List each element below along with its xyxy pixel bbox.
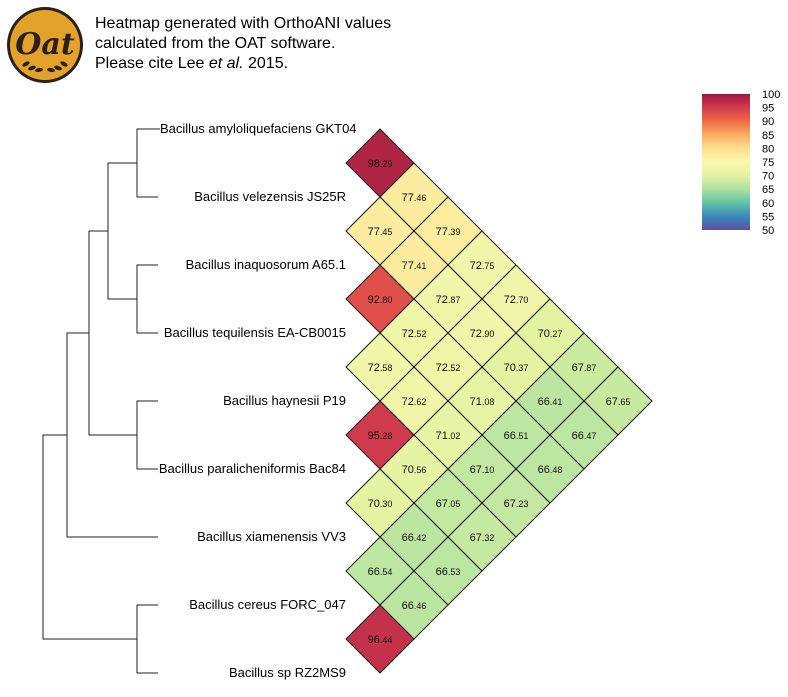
heatmap-cell-value: 77.39	[436, 226, 461, 238]
caption: Heatmap generated with OrthoANI values c…	[95, 14, 391, 74]
color-scale-tick-label: 60	[762, 198, 774, 210]
heatmap-cell-diamond	[345, 604, 415, 674]
tree-branch	[136, 604, 158, 674]
taxon-label: Bacillus tequilensis EA-CB0015	[164, 325, 346, 340]
heatmap-cell-value: 70.56	[402, 464, 427, 476]
heatmap-cell-value: 66.47	[572, 430, 597, 442]
taxon-label: Bacillus amyloliquefaciens GKT04	[160, 121, 357, 136]
tree-branch	[136, 400, 158, 470]
heatmap-cell: 96.44	[345, 604, 415, 674]
oat-logo-icon: Oat	[7, 7, 83, 83]
heatmap-cell-value: 66.48	[538, 464, 563, 476]
heatmap-cell-value: 77.46	[402, 192, 427, 204]
color-scale-tick-label: 75	[762, 157, 774, 169]
heatmap-cell-value: 66.53	[436, 566, 461, 578]
heatmap-cell-value: 96.44	[368, 634, 393, 646]
caption-cite-etal: et al.	[208, 55, 244, 72]
taxon-label: Bacillus inaquosorum A65.1	[186, 257, 346, 272]
caption-line-3: Please cite Lee et al. 2015.	[95, 54, 391, 74]
color-scale-tick-label: 80	[762, 143, 774, 155]
heatmap-cell-value: 67.10	[470, 464, 495, 476]
taxon-label: Bacillus velezensis JS25R	[194, 189, 346, 204]
heatmap-cell-value: 72.90	[470, 328, 495, 340]
heatmap-cell-value: 72.58	[368, 362, 393, 374]
tree-branch	[136, 128, 160, 198]
color-scale-tick-label: 55	[762, 211, 774, 223]
heatmap-cell-value: 67.23	[504, 498, 529, 510]
color-scale-tick-label: 70	[762, 171, 774, 183]
color-scale-tick-label: 100	[762, 89, 780, 101]
taxon-label: Bacillus sp RZ2MS9	[229, 665, 346, 680]
heatmap-cell-value: 71.08	[470, 396, 495, 408]
heatmap-cell-value: 72.52	[402, 328, 427, 340]
heatmap-cell-value: 67.05	[436, 498, 461, 510]
heatmap-cell-value: 70.27	[538, 328, 563, 340]
heatmap-cell-value: 67.65	[606, 396, 631, 408]
color-scale-tick-label: 65	[762, 184, 774, 196]
heatmap-cell-value: 66.46	[402, 600, 427, 612]
heatmap-cell-value: 98.29	[368, 158, 393, 170]
heatmap-cell-value: 92.80	[368, 294, 393, 306]
heatmap-cell-value: 66.42	[402, 532, 427, 544]
tree-branch	[107, 162, 137, 300]
heatmap-cell-value: 66.54	[368, 566, 393, 578]
heatmap-cell-value: 72.75	[470, 260, 495, 272]
tree-branch	[42, 434, 137, 640]
heatmap-cell-value: 67.87	[572, 362, 597, 374]
heatmap-cell-value: 77.45	[368, 226, 393, 238]
taxon-label: Bacillus haynesii P19	[223, 393, 346, 408]
heatmap-cell-value: 71.02	[436, 430, 461, 442]
oat-logo: Oat	[6, 6, 84, 84]
dendrogram	[42, 128, 160, 674]
taxon-label: Bacillus xiamenensis VV3	[197, 529, 346, 544]
taxa-labels: Bacillus amyloliquefaciens GKT04 Bacillus…	[159, 121, 357, 680]
caption-line-1: Heatmap generated with OrthoANI values	[95, 15, 392, 32]
taxon-label: Bacillus cereus FORC_047	[189, 597, 346, 612]
color-scale-tick-label: 90	[762, 116, 774, 128]
color-scale-tick-label: 95	[762, 103, 774, 115]
heatmap-cell-value: 72.52	[436, 362, 461, 374]
heatmap-cell-value: 77.41	[402, 260, 427, 272]
color-scale-tick-label: 85	[762, 130, 774, 142]
heatmap-cells: 98.29 77.46 77.39 72.75 72.70 70.27 67.87 67.65…	[345, 128, 653, 674]
caption-line-2: calculated from the OAT software.	[95, 35, 336, 52]
heatmap-cell-value: 66.41	[538, 396, 563, 408]
heatmap-cell-value: 66.51	[504, 430, 529, 442]
caption-cite-year: 2015.	[243, 55, 289, 72]
color-scale-tick-label: 50	[762, 225, 774, 237]
heatmap-cell-value: 72.70	[504, 294, 529, 306]
heatmap-cell-value: 72.87	[436, 294, 461, 306]
color-scale-bar	[702, 94, 750, 230]
tree-branch	[136, 264, 158, 334]
heatmap-cell-value: 70.37	[504, 362, 529, 374]
heatmap-cell-value: 95.28	[368, 430, 393, 442]
logo-text: Oat	[15, 27, 75, 62]
heatmap-cell-value: 72.62	[402, 396, 427, 408]
taxon-label: Bacillus paralicheniformis Bac84	[159, 461, 346, 476]
heatmap-cell-value: 67.32	[470, 532, 495, 544]
caption-cite-pre: Please cite Lee	[95, 55, 209, 72]
tree-branch	[88, 230, 137, 436]
heatmap-cell-value: 70.30	[368, 498, 393, 510]
